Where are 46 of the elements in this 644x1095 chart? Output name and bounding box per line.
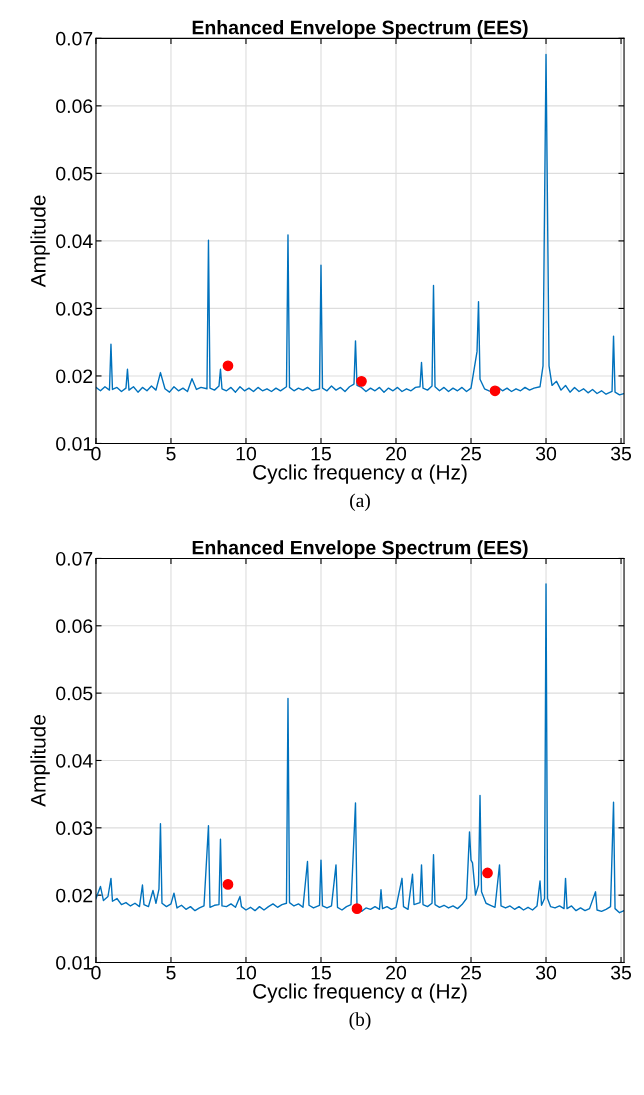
x-tick-label: 10 [236,446,257,461]
x-tick-label: 30 [535,446,557,461]
x-tick-label: 15 [311,446,331,461]
point [489,385,501,397]
y-axis-title: Amplitude [30,715,50,807]
point [351,903,363,914]
text: (b) [349,1012,371,1030]
x-tick-label: 20 [386,446,407,461]
y-tick-label: 0.02 [56,888,93,903]
x-tick-label: 25 [461,965,482,980]
y-tick-label: 0.07 [56,551,93,566]
x-tick-label: 35 [610,965,632,980]
x-tick-label: 25 [461,446,482,461]
y-axis-title: Amplitude [30,195,50,288]
y-tick-label: 0.03 [56,821,93,836]
y-tick-label: 0.05 [56,166,93,181]
x-tick-label: 0 [91,446,101,461]
x-tick-label: 20 [386,965,407,980]
point [356,375,367,387]
x-tick-label: 0 [91,965,101,980]
x-axis-title: Cyclic frequency α (Hz) [253,464,467,484]
line-series [95,583,625,914]
y-tick-label: 0.07 [56,31,93,46]
x-tick-label: 30 [535,965,557,980]
point [482,867,493,879]
y-tick-label: 0.01 [56,955,93,970]
text: (a) [350,493,370,512]
y-tick-label: 0.04 [56,234,93,249]
point [222,879,234,890]
x-tick-label: 10 [236,965,257,980]
y-tick-label: 0.06 [56,619,93,634]
y-tick-label: 0.04 [56,753,93,768]
line-series [95,53,625,396]
x-axis-title: Cyclic frequency α (Hz) [253,983,467,1003]
x-tick-label: 15 [311,966,331,980]
y-tick-label: 0.03 [56,301,93,316]
point [222,360,234,372]
x-tick-label: 5 [166,446,176,461]
chart-title: Enhanced Envelope Spectrum (EES) [192,540,528,559]
x-tick-label: 35 [610,446,632,461]
y-tick-label: 0.05 [56,686,93,701]
y-tick-label: 0.01 [56,436,93,451]
x-tick-label: 5 [166,966,176,980]
y-tick-label: 0.06 [56,99,93,114]
y-tick-label: 0.02 [56,369,93,384]
chart-title: Enhanced Envelope Spectrum (EES) [192,20,528,39]
